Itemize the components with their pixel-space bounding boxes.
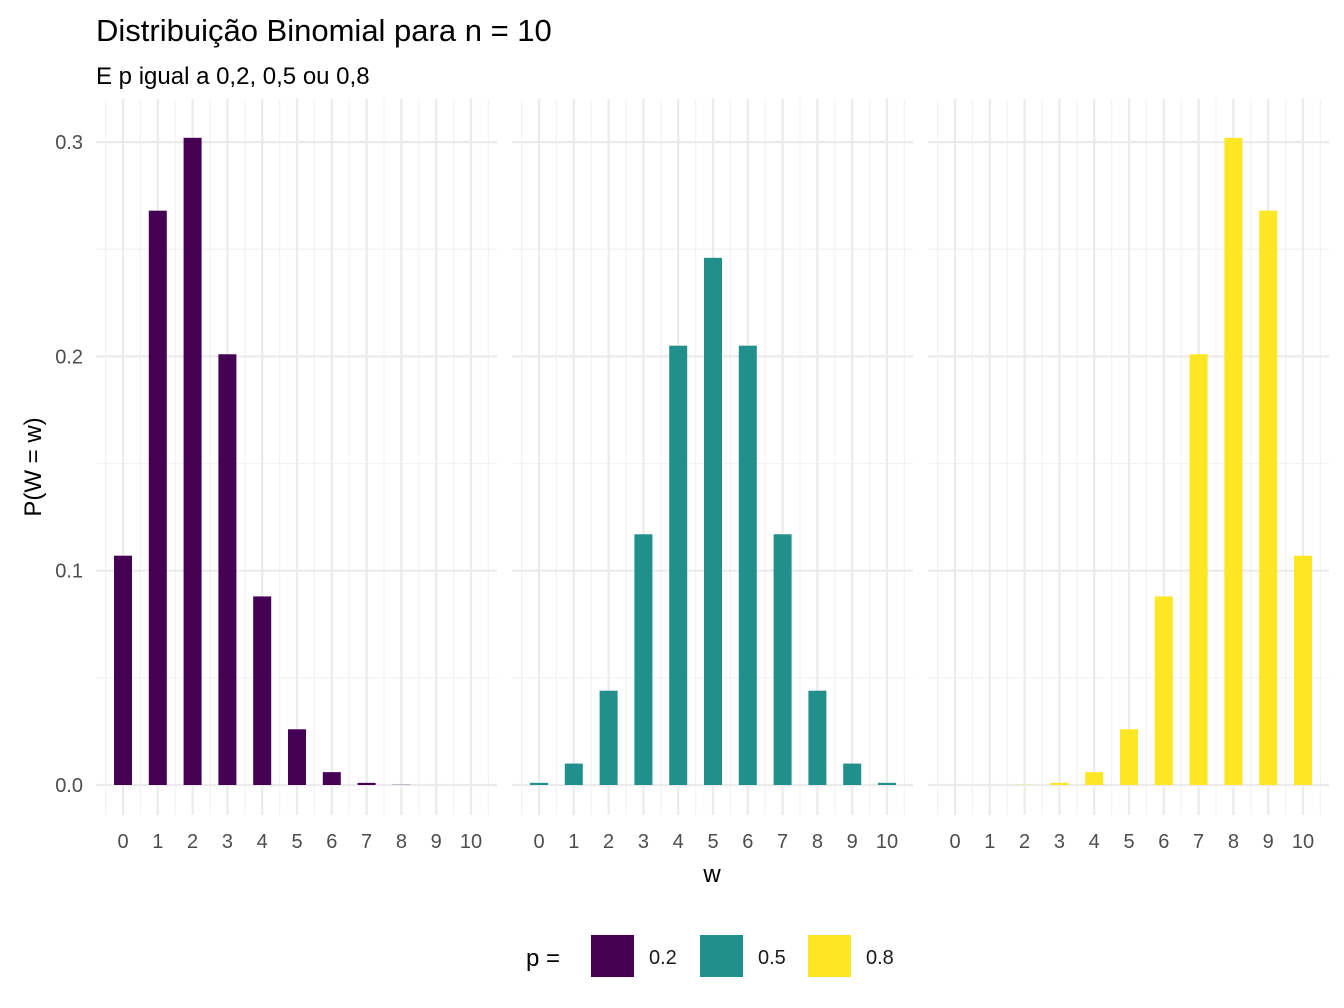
x-tick-label: 2 xyxy=(187,831,198,853)
x-axis-title: w xyxy=(702,861,721,888)
bar-p0.8-w6 xyxy=(1154,596,1173,785)
bar-p0.8-w8 xyxy=(1224,137,1243,786)
legend-swatch-0.8 xyxy=(808,935,851,977)
x-tick-label: 3 xyxy=(222,831,233,853)
bar-p0.8-w5 xyxy=(1120,729,1138,785)
facet-panel-0.2: 0 1 2 3 4 5 6 7 8 9 10 xyxy=(96,99,497,853)
x-tick-label: 3 xyxy=(638,831,649,853)
y-axis-title: P(W = w) xyxy=(20,417,47,516)
bar-p0.5-w6 xyxy=(738,345,757,785)
bar-p0.5-w3 xyxy=(634,534,653,785)
x-tick-label: 4 xyxy=(673,831,684,853)
bar-p0.5-w9 xyxy=(843,763,862,785)
y-tick-label: 0.2 xyxy=(55,346,83,368)
y-tick-label: 0.3 xyxy=(55,132,83,154)
x-tick-label: 0 xyxy=(533,831,544,853)
facet-panel-0.5: 0 1 2 3 4 5 6 7 8 9 10 xyxy=(512,99,913,853)
bar-p0.5-w4 xyxy=(669,345,688,785)
x-tick-label: 0 xyxy=(949,831,960,853)
x-tick-label: 7 xyxy=(1193,831,1204,853)
bar-p0.8-w3 xyxy=(1050,782,1069,785)
x-tick-label: 9 xyxy=(431,831,442,853)
x-tick-label: 6 xyxy=(742,831,753,853)
y-tick-label: 0.0 xyxy=(55,775,83,797)
bar-p0.8-w9 xyxy=(1259,210,1278,785)
x-tick-label: 10 xyxy=(460,831,482,853)
bar-p0.2-w2 xyxy=(183,137,202,786)
legend-title: p = xyxy=(526,945,560,972)
x-tick-label: 10 xyxy=(876,831,898,853)
bar-p0.8-w10 xyxy=(1294,555,1312,785)
facet-panel-0.8: 0 1 2 3 4 5 6 7 8 9 10 xyxy=(928,99,1329,853)
bar-p0.5-w1 xyxy=(564,763,583,785)
x-tick-label: 0 xyxy=(117,831,128,853)
legend-swatch-0.5 xyxy=(700,935,743,977)
legend: p = 0.2 0.5 0.8 xyxy=(526,935,894,977)
bar-p0.2-w0 xyxy=(114,555,132,785)
x-tick-label: 4 xyxy=(1089,831,1100,853)
x-tick-label: 1 xyxy=(568,831,579,853)
x-tick-label: 9 xyxy=(1263,831,1274,853)
x-tick-label: 1 xyxy=(152,831,163,853)
x-tick-label: 5 xyxy=(291,831,302,853)
bar-p0.2-w3 xyxy=(218,354,237,785)
x-tick-label: 8 xyxy=(396,831,407,853)
chart-title: Distribuição Binomial para n = 10 xyxy=(96,13,552,48)
bar-p0.5-w10 xyxy=(878,782,896,785)
x-tick-label: 8 xyxy=(812,831,823,853)
chart-subtitle: E p igual a 0,2, 0,5 ou 0,8 xyxy=(96,63,370,90)
x-tick-label: 5 xyxy=(1123,831,1134,853)
bar-p0.5-w0 xyxy=(530,782,548,785)
bar-p0.2-w1 xyxy=(148,210,167,785)
legend-label: 0.5 xyxy=(758,947,786,969)
x-tick-label: 7 xyxy=(777,831,788,853)
bar-p0.5-w2 xyxy=(599,690,618,785)
bar-p0.2-w5 xyxy=(288,729,306,785)
bar-p0.5-w8 xyxy=(808,690,827,785)
x-tick-label: 1 xyxy=(984,831,995,853)
legend-swatch-0.2 xyxy=(591,935,634,977)
x-tick-label: 5 xyxy=(707,831,718,853)
y-tick-label: 0.1 xyxy=(55,561,83,583)
bar-p0.8-w7 xyxy=(1189,354,1208,785)
facet-panels: 0 1 2 3 4 5 6 7 8 9 10 0 1 2 3 4 5 6 7 8 9 10 0 1 2 3 4 5 6 7 8 9 10 xyxy=(96,99,1329,853)
x-tick-label: 9 xyxy=(847,831,858,853)
bar-p0.2-w7 xyxy=(357,782,376,785)
x-tick-label: 2 xyxy=(603,831,614,853)
bar-p0.5-w7 xyxy=(773,534,792,785)
x-tick-label: 10 xyxy=(1292,831,1314,853)
x-tick-label: 3 xyxy=(1054,831,1065,853)
bar-p0.2-w6 xyxy=(322,772,341,785)
x-tick-label: 6 xyxy=(1158,831,1169,853)
legend-label: 0.2 xyxy=(649,947,677,969)
x-tick-label: 6 xyxy=(326,831,337,853)
x-tick-label: 4 xyxy=(257,831,268,853)
bar-p0.2-w4 xyxy=(253,596,272,785)
legend-label: 0.8 xyxy=(866,947,894,969)
bar-p0.5-w5 xyxy=(704,257,722,785)
y-axis: 0.0 0.1 0.2 0.3 xyxy=(55,132,83,797)
x-tick-label: 2 xyxy=(1019,831,1030,853)
bar-p0.8-w4 xyxy=(1085,772,1104,785)
x-tick-label: 8 xyxy=(1228,831,1239,853)
x-tick-label: 7 xyxy=(361,831,372,853)
